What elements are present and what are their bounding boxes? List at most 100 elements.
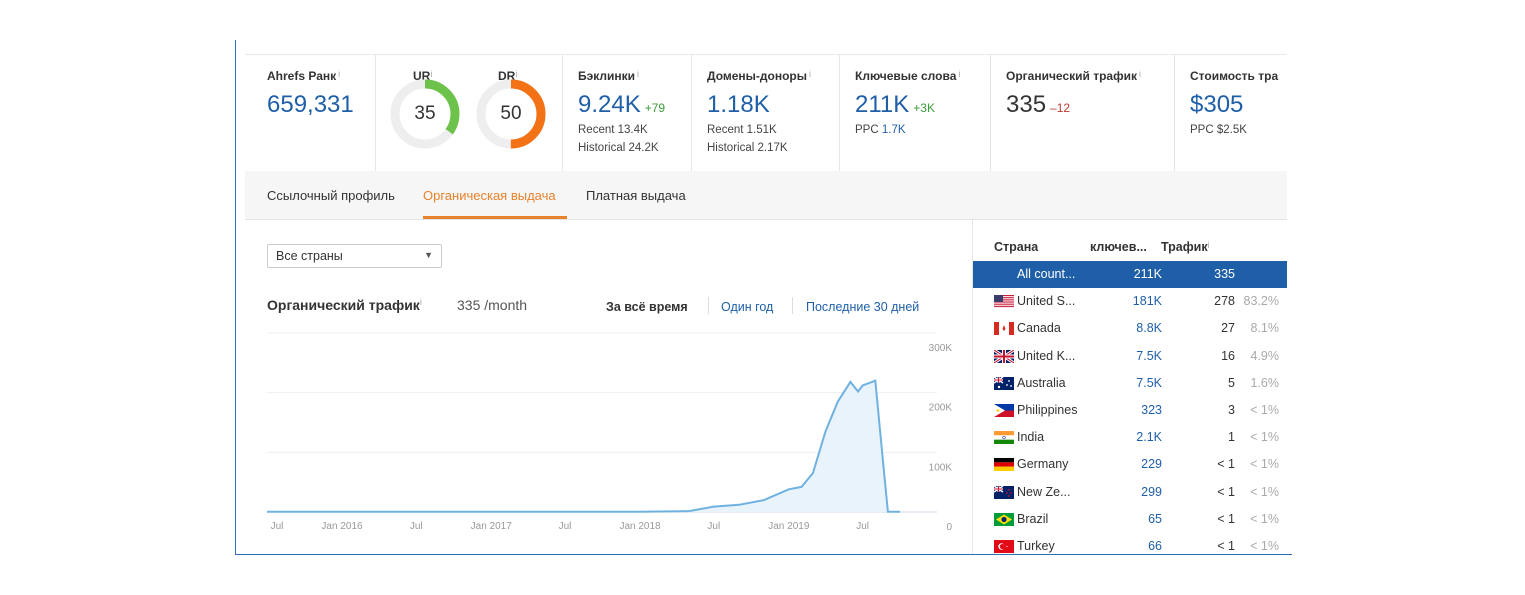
- traffic-cost-value[interactable]: $305: [1190, 91, 1244, 118]
- keywords-ppc[interactable]: 1.7K: [881, 124, 906, 136]
- y-tick-label: 300K: [929, 343, 953, 354]
- keywords-value[interactable]: 211K: [855, 91, 910, 118]
- tab-backlink-profile[interactable]: Ссылочный профиль: [267, 188, 395, 203]
- keywords-label: Ключевые слова: [855, 69, 957, 83]
- info-icon[interactable]: i: [958, 69, 961, 79]
- info-icon[interactable]: i: [419, 297, 422, 307]
- country-table: Страна ключев... Трафикi All count... 211…: [973, 220, 1287, 554]
- country-keywords[interactable]: 7.5K: [1136, 375, 1162, 390]
- tab-paid-search[interactable]: Платная выдача: [586, 188, 686, 203]
- ahrefs-rank-value[interactable]: 659,331: [267, 91, 354, 118]
- country-traffic: 5: [1228, 375, 1235, 390]
- country-traffic: 1: [1228, 430, 1235, 445]
- traffic-line: [267, 379, 901, 513]
- country-row[interactable]: India 2.1K 1 < 1%: [973, 424, 1287, 451]
- country-row[interactable]: Australia 7.5K 5 1.6%: [973, 370, 1287, 397]
- organic-traffic-chart: 300K 200K 100K 0 Jul Jan 2016 Jul Jan 2017 Jul Ja…: [267, 332, 953, 533]
- col-traffic[interactable]: Трафик: [1161, 240, 1208, 254]
- y-tick-label: 200K: [929, 403, 953, 414]
- organic-traffic-label: Органический трафик: [1006, 69, 1137, 83]
- x-tick-label: Jan 2018: [619, 521, 661, 532]
- country-traffic-share: < 1%: [1250, 511, 1279, 526]
- y-tick-label: 100K: [929, 462, 953, 473]
- range-one-year[interactable]: Один год: [721, 300, 774, 314]
- country-traffic-share: < 1%: [1250, 484, 1279, 499]
- country-traffic: < 1: [1217, 484, 1235, 499]
- ref-domains-recent: 1.51K: [746, 124, 777, 136]
- flag-ph-icon: [994, 404, 1014, 417]
- organic-traffic-value[interactable]: 335: [1006, 91, 1047, 118]
- country-traffic: < 1: [1217, 511, 1235, 526]
- range-separator: [792, 297, 793, 314]
- country-row[interactable]: United K... 7.5K 16 4.9%: [973, 343, 1287, 370]
- info-icon[interactable]: i: [1138, 69, 1141, 79]
- country-keywords[interactable]: 299: [1141, 484, 1162, 499]
- country-name: Canada: [1017, 321, 1061, 336]
- keywords-card: Ключевые слова i 211K +3K PPC 1.7K: [840, 55, 991, 171]
- country-keywords[interactable]: 8.8K: [1136, 321, 1162, 336]
- ur-gauge: [390, 79, 460, 149]
- ahrefs-rank-label: Ahrefs Ранк: [267, 69, 337, 83]
- keywords-delta: +3K: [913, 101, 935, 115]
- country-keywords[interactable]: 66: [1148, 539, 1162, 553]
- country-traffic-share: < 1%: [1250, 457, 1279, 472]
- country-keywords[interactable]: 211K: [1133, 267, 1162, 281]
- backlinks-value[interactable]: 9.24K: [578, 91, 641, 118]
- traffic-area: [267, 380, 901, 512]
- flag-de-icon: [994, 458, 1014, 472]
- country-row[interactable]: Germany 229 < 1 < 1%: [973, 451, 1287, 478]
- country-traffic-share: 1.6%: [1250, 375, 1280, 390]
- country-keywords[interactable]: 2.1K: [1136, 430, 1162, 445]
- backlinks-recent: 13.4K: [617, 124, 648, 136]
- country-name: Germany: [1017, 457, 1069, 472]
- ref-domains-label: Домены-доноры: [707, 69, 808, 83]
- x-tick-label: Jul: [707, 521, 720, 532]
- info-icon[interactable]: i: [338, 69, 341, 79]
- country-row[interactable]: New Ze... 299 < 1 < 1%: [973, 479, 1287, 506]
- info-icon[interactable]: i: [515, 69, 518, 79]
- x-tick-label: Jan 2016: [321, 521, 363, 532]
- country-row[interactable]: United S... 181K 278 83.2%: [973, 288, 1287, 315]
- country-row[interactable]: Brazil 65 < 1 < 1%: [973, 506, 1287, 533]
- info-icon[interactable]: i: [637, 69, 640, 79]
- country-keywords[interactable]: 323: [1141, 403, 1162, 417]
- country-traffic: 27: [1221, 321, 1235, 336]
- range-all-time[interactable]: За всё время: [606, 300, 688, 314]
- chart-current-value: 335 /month: [457, 297, 528, 313]
- info-icon[interactable]: i: [1207, 240, 1210, 250]
- country-keywords[interactable]: 181K: [1132, 294, 1162, 309]
- country-traffic: < 1: [1217, 457, 1235, 472]
- country-row[interactable]: Philippines 323 3 < 1%: [973, 397, 1287, 424]
- country-keywords[interactable]: 65: [1148, 511, 1162, 526]
- info-icon[interactable]: i: [809, 69, 812, 79]
- flag-gb-icon: [994, 349, 1014, 363]
- country-row-all[interactable]: All count... 211K 335: [973, 261, 1287, 288]
- flag-nz-icon: [994, 485, 1014, 499]
- chart-title: Органический трафик: [267, 297, 420, 313]
- ur-gauge-arc: [390, 79, 460, 149]
- country-traffic: 335: [1214, 267, 1235, 281]
- range-last-30-days[interactable]: Последние 30 дней: [806, 300, 920, 314]
- country-traffic: < 1: [1217, 539, 1235, 553]
- country-keywords[interactable]: 229: [1141, 457, 1162, 472]
- dr-value[interactable]: 50: [500, 103, 522, 124]
- flag-au-icon: [994, 376, 1014, 390]
- country-row[interactable]: Turkey 66 < 1 < 1%: [973, 533, 1287, 554]
- country-keywords[interactable]: 7.5K: [1136, 348, 1162, 363]
- ahrefs-rank-card: Ahrefs Ранк i 659,331: [245, 55, 376, 171]
- tab-organic-search[interactable]: Органическая выдача: [423, 188, 556, 203]
- ref-domains-historical: 2.17K: [757, 142, 788, 154]
- country-select-value: Все страны: [276, 249, 343, 263]
- country-traffic-share: 83.2%: [1243, 294, 1279, 309]
- ref-domains-value[interactable]: 1.18K: [707, 91, 770, 118]
- ur-dr-card: URi 35 DRi 50: [376, 55, 563, 171]
- country-name: Philippines: [1017, 403, 1078, 417]
- historical-label: Historical: [707, 142, 755, 154]
- ur-value[interactable]: 35: [414, 103, 436, 124]
- country-row[interactable]: Canada 8.8K 27 8.1%: [973, 315, 1287, 342]
- country-select[interactable]: Все страны ▼: [267, 244, 442, 268]
- info-icon[interactable]: i: [430, 69, 433, 79]
- col-country[interactable]: Страна: [994, 240, 1039, 254]
- col-keywords[interactable]: ключев...: [1090, 240, 1147, 254]
- traffic-chart-panel: Все страны ▼ Органический трафикi 335 /m…: [245, 220, 973, 554]
